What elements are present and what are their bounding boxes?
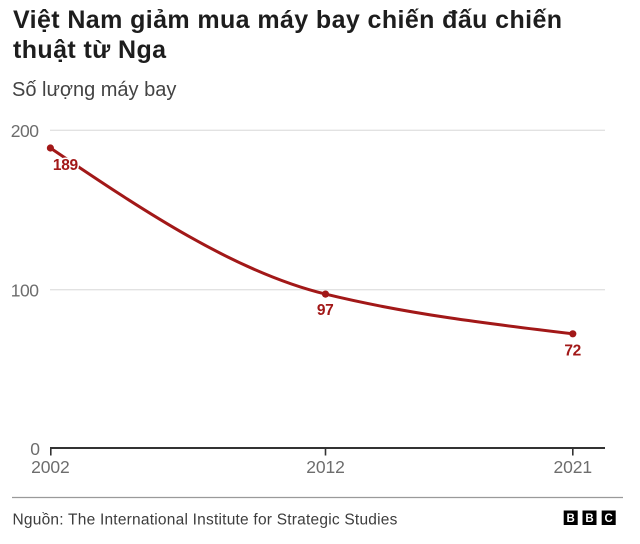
svg-text:189: 189 — [53, 157, 79, 174]
svg-text:Nguồn: The International Insti: Nguồn: The International Institute for S… — [13, 512, 398, 529]
svg-text:2002: 2002 — [31, 457, 70, 477]
svg-text:2012: 2012 — [306, 457, 345, 477]
svg-text:97: 97 — [317, 302, 334, 319]
svg-text:200: 200 — [11, 121, 39, 141]
svg-text:B: B — [567, 513, 575, 525]
svg-text:100: 100 — [11, 281, 39, 301]
svg-text:2021: 2021 — [554, 457, 593, 477]
svg-text:B: B — [585, 513, 593, 525]
svg-text:C: C — [605, 513, 613, 525]
svg-text:72: 72 — [564, 342, 581, 359]
svg-text:0: 0 — [30, 439, 40, 459]
